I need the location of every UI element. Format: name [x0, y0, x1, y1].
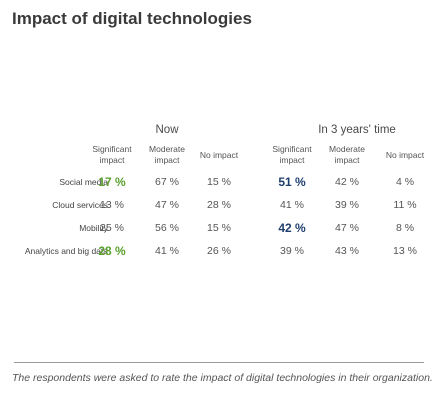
chart-title: Impact of digital technologies: [12, 9, 252, 28]
table-cell: 15 %: [207, 176, 231, 188]
table-cell: 67 %: [155, 176, 179, 188]
column-header: Significant impact: [272, 144, 312, 165]
column-header: No impact: [199, 150, 239, 160]
table-cell: 11 %: [393, 199, 417, 211]
table-cell: 42 %: [278, 221, 306, 235]
row-label: Mobility: [79, 223, 108, 233]
table-cell: 51 %: [278, 175, 306, 189]
table-cell: 4 %: [395, 176, 415, 188]
table-cell: 13 %: [100, 199, 124, 211]
row-label: Analytics and big data: [24, 246, 108, 256]
column-header: No impact: [385, 150, 425, 160]
table-cell: 13 %: [393, 245, 417, 257]
table-cell: 28 %: [98, 244, 126, 258]
table-cell: 39 %: [335, 199, 359, 211]
footnote: The respondents were asked to rate the i…: [12, 372, 433, 384]
table-cell: 43 %: [335, 245, 359, 257]
footnote-divider: [14, 362, 424, 363]
column-header: Moderate impact: [329, 144, 365, 165]
table-cell: 15 %: [207, 222, 231, 234]
table-cell: 8 %: [395, 222, 415, 234]
table-cell: 41 %: [280, 199, 304, 211]
column-header: Moderate impact: [149, 144, 185, 165]
group-header: In 3 years' time: [318, 124, 396, 136]
table-cell: 42 %: [335, 176, 359, 188]
table-cell: 26 %: [207, 245, 231, 257]
column-header: Significant impact: [92, 144, 132, 165]
table-cell: 25 %: [100, 222, 124, 234]
table-cell: 17 %: [98, 175, 126, 189]
table-cell: 47 %: [155, 199, 179, 211]
row-label: Social media: [59, 177, 108, 187]
table-cell: 56 %: [155, 222, 179, 234]
table-cell: 39 %: [280, 245, 304, 257]
group-header: Now: [155, 124, 179, 136]
row-label: Cloud services: [52, 200, 108, 210]
table-cell: 47 %: [335, 222, 359, 234]
table-cell: 28 %: [207, 199, 231, 211]
table-cell: 41 %: [155, 245, 179, 257]
